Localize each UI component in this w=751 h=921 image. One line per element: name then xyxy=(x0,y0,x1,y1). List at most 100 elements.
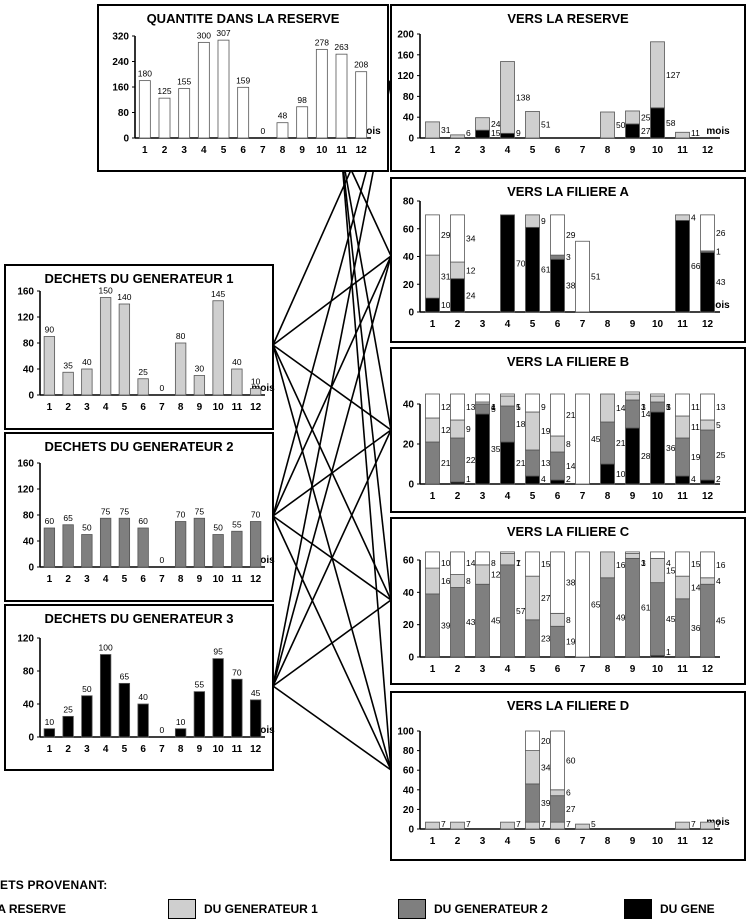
x-tick-label: 3 xyxy=(84,574,90,585)
bar-segment xyxy=(99,517,112,568)
chart-title: VERS LA FILIERE D xyxy=(507,698,629,713)
x-tick-label: 8 xyxy=(178,402,184,413)
x-axis-label: mois xyxy=(251,383,275,394)
x-tick-label: 6 xyxy=(240,145,246,156)
x-tick-label: 7 xyxy=(159,574,165,585)
data-label: 0 xyxy=(160,725,165,735)
x-tick-label: 9 xyxy=(197,574,203,585)
data-label: 5 xyxy=(516,402,521,412)
bar-segment xyxy=(700,393,715,421)
x-tick-label: 12 xyxy=(250,574,262,585)
bar-segment xyxy=(550,214,565,256)
data-label: 19 xyxy=(541,426,551,436)
bar-segment xyxy=(500,551,515,554)
bar-segment xyxy=(575,240,590,313)
data-label: 4 xyxy=(666,558,671,568)
bar-segment xyxy=(81,368,93,396)
data-label: 25 xyxy=(641,112,651,122)
data-label: 55 xyxy=(195,680,205,690)
data-label: 7 xyxy=(541,819,546,829)
data-label: 21 xyxy=(516,458,526,468)
bar-segment xyxy=(650,401,665,413)
data-label: 50 xyxy=(82,684,92,694)
bar-segment xyxy=(525,449,540,477)
data-label: 35 xyxy=(63,360,73,370)
y-tick-label: 0 xyxy=(28,733,34,744)
bar-segment xyxy=(475,583,490,658)
x-tick-label: 1 xyxy=(142,145,148,156)
y-tick-label: 80 xyxy=(118,108,130,119)
x-axis-label: mois xyxy=(251,725,275,736)
bar-segment xyxy=(425,121,440,139)
data-label: 45 xyxy=(491,616,501,626)
data-label: 40 xyxy=(138,692,148,702)
data-label: 75 xyxy=(101,506,111,516)
bar-segment xyxy=(231,530,243,568)
x-tick-label: 3 xyxy=(84,402,90,413)
x-tick-label: 4 xyxy=(505,319,511,330)
data-label: 38 xyxy=(566,281,576,291)
data-label: 263 xyxy=(334,42,348,52)
bar-segment xyxy=(625,553,640,559)
y-tick-label: 40 xyxy=(23,700,35,711)
data-label: 60 xyxy=(138,516,148,526)
data-label: 6 xyxy=(566,788,571,798)
data-label: 125 xyxy=(157,86,171,96)
data-label: 90 xyxy=(45,325,55,335)
data-label: 51 xyxy=(541,120,551,130)
data-label: 3 xyxy=(566,252,571,262)
bar-segment xyxy=(249,699,262,738)
bar-segment xyxy=(355,71,368,139)
data-label: 10 xyxy=(45,717,55,727)
data-label: 145 xyxy=(211,289,225,299)
data-label: 14 xyxy=(691,582,701,592)
bar-segment xyxy=(650,107,665,139)
bar-segment xyxy=(600,463,615,485)
x-tick-label: 8 xyxy=(178,744,184,755)
bar-segment xyxy=(550,795,565,823)
x-tick-label: 11 xyxy=(677,145,688,156)
bar-segment xyxy=(174,342,187,396)
x-tick-label: 3 xyxy=(480,836,486,847)
y-tick-label: 320 xyxy=(112,32,129,43)
data-label: 60 xyxy=(45,516,55,526)
bar-segment xyxy=(43,728,56,738)
y-tick-label: 20 xyxy=(403,440,415,451)
x-tick-label: 12 xyxy=(702,491,714,502)
data-label: 0 xyxy=(260,126,265,136)
x-tick-label: 5 xyxy=(530,319,536,330)
x-tick-label: 2 xyxy=(455,319,461,330)
bar-segment xyxy=(425,417,440,443)
bar-segment xyxy=(99,297,112,396)
data-label: 21 xyxy=(616,438,626,448)
data-label: 55 xyxy=(232,519,242,529)
bar-segment xyxy=(675,220,690,313)
data-label: 1 xyxy=(516,402,521,412)
data-label: 10 xyxy=(616,469,626,479)
x-tick-label: 6 xyxy=(555,664,561,675)
bar-segment xyxy=(174,521,187,568)
bar-segment xyxy=(550,551,565,614)
bar-segment xyxy=(43,527,56,568)
data-label: 3 xyxy=(641,402,646,412)
x-tick-label: 3 xyxy=(480,664,486,675)
bar-segment xyxy=(500,405,515,443)
data-label: 9 xyxy=(516,128,521,138)
bar-segment xyxy=(237,86,250,139)
data-label: 36 xyxy=(691,623,701,633)
x-tick-label: 8 xyxy=(605,664,611,675)
bar-segment xyxy=(650,551,665,559)
bar-segment xyxy=(500,393,515,397)
bar-segment xyxy=(450,134,465,139)
bar-segment xyxy=(450,214,465,263)
y-tick-label: 80 xyxy=(403,746,415,757)
data-label: 31 xyxy=(441,272,451,282)
x-tick-label: 10 xyxy=(652,664,664,675)
bar-segment xyxy=(425,297,440,313)
bar-segment xyxy=(425,214,440,256)
bar-segment xyxy=(425,441,440,485)
data-label: 5 xyxy=(666,402,671,412)
bar-segment xyxy=(500,395,515,407)
